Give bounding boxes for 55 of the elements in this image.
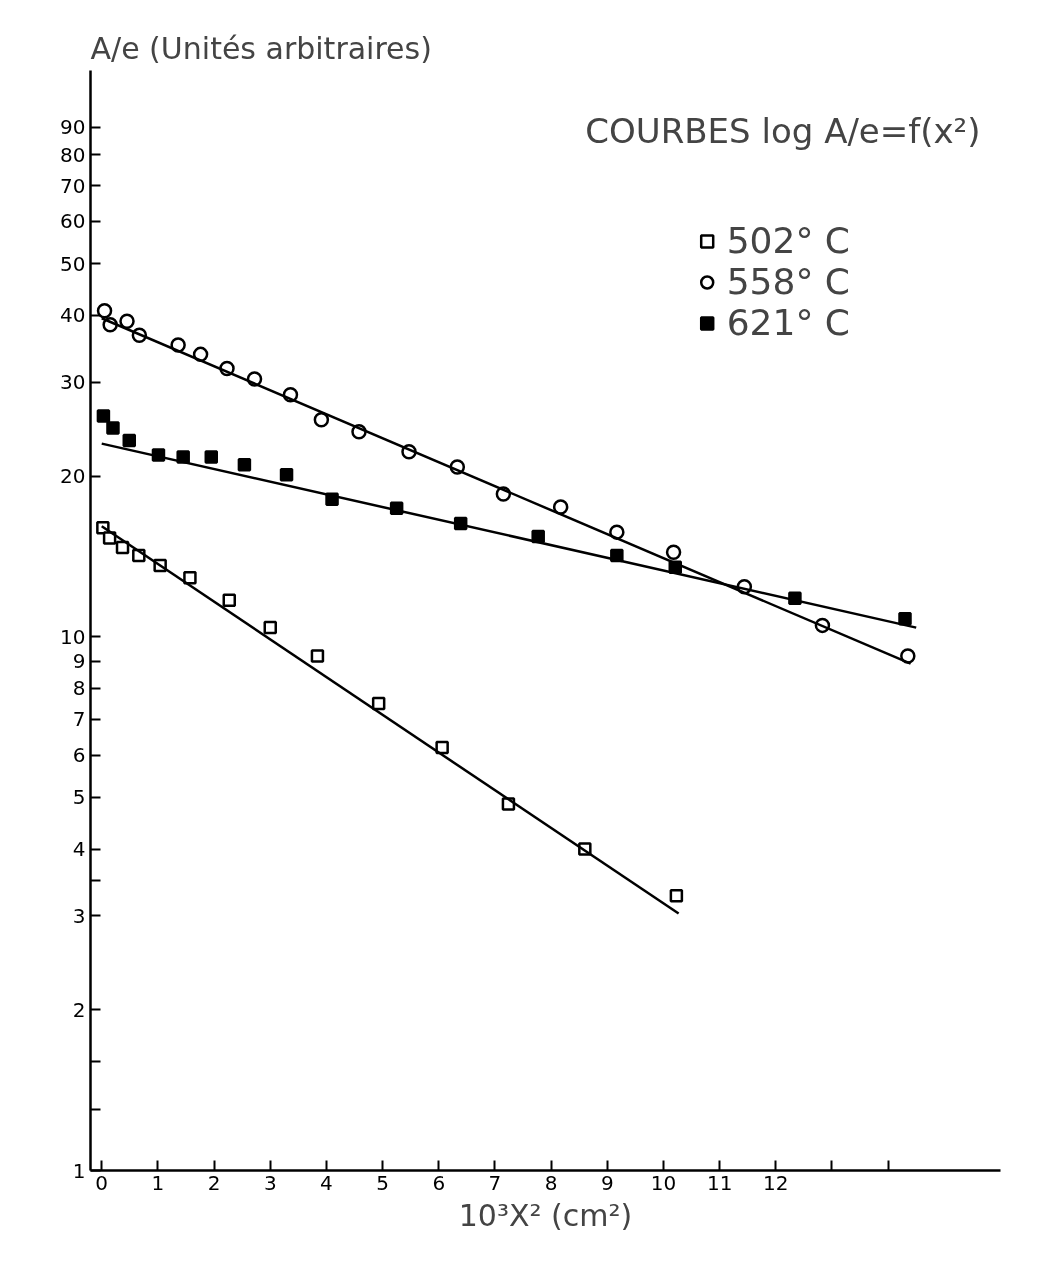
x-tick-label: 3	[263, 1170, 277, 1195]
y-tick-label: 60	[60, 209, 86, 234]
point	[263, 620, 277, 635]
x-tick-label: 12	[763, 1170, 789, 1195]
point	[898, 612, 912, 626]
y-tick-label: 3	[72, 903, 86, 928]
point	[279, 468, 294, 482]
x-tick-label: 11	[706, 1170, 733, 1195]
y-tick-label: 50	[60, 251, 86, 276]
y-tick-label: 30	[60, 370, 86, 395]
point	[371, 696, 386, 711]
point	[237, 457, 252, 472]
y-tick-label: 8	[72, 676, 86, 701]
point	[435, 740, 449, 755]
y-tick-label: 90	[60, 115, 86, 140]
y-tick-label: 20	[60, 464, 86, 489]
point	[222, 593, 236, 608]
y-tick-label: 7	[72, 707, 86, 732]
legend-label: 558° C	[726, 261, 850, 302]
point	[122, 433, 137, 448]
y-tick-label: 5	[72, 785, 86, 810]
y-tick-label: 6	[72, 743, 86, 768]
legend-label: 621° C	[726, 302, 850, 343]
text: COURBES log A/e=f(x²)	[585, 110, 981, 151]
x-tick-label: 9	[600, 1170, 614, 1195]
point	[310, 649, 325, 663]
y-axis-title: A/e (Unités arbitraires)	[90, 30, 432, 66]
y-tick-label: 80	[60, 142, 86, 167]
y-tick-label: 4	[72, 837, 86, 862]
point	[204, 450, 219, 464]
point	[552, 499, 569, 515]
legend-label: 502° C	[726, 220, 850, 261]
point	[183, 570, 197, 585]
x-tick-label: 4	[320, 1170, 333, 1195]
point	[96, 302, 113, 319]
point	[665, 544, 682, 560]
x-tick-label: 8	[544, 1170, 558, 1195]
x-tick-label: 7	[488, 1170, 502, 1195]
x-tick-label: 2	[207, 1170, 221, 1195]
point	[106, 421, 120, 435]
y-tick-label: 2	[72, 997, 86, 1022]
point	[119, 313, 135, 329]
y-tick-label: 10	[60, 624, 86, 649]
point	[96, 409, 111, 423]
y-tick-label: 9	[72, 649, 86, 674]
x-axis-title: 10³X² (cm²)	[458, 1197, 633, 1233]
x-tick-label: 1	[151, 1170, 165, 1195]
x-tick-label: 6	[432, 1170, 446, 1195]
x-tick-label: 10	[650, 1170, 677, 1195]
point	[313, 411, 330, 428]
x-tick-label: 5	[376, 1170, 389, 1195]
point	[669, 889, 684, 903]
y-tick-label: 40	[60, 303, 86, 328]
y-tick-label: 70	[60, 173, 86, 198]
x-tick-label: 0	[95, 1170, 109, 1195]
